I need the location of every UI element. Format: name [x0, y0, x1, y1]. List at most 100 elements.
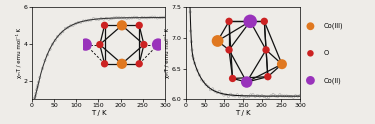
- Point: [190, 55, 196, 57]
- Point: [226, 20, 232, 22]
- Point: [108, 18, 114, 20]
- Point: [70, 24, 76, 26]
- Point: [102, 63, 108, 65]
- Point: [279, 63, 285, 65]
- Point: [60, 31, 66, 33]
- Point: [248, 94, 254, 96]
- Point: [52, 39, 58, 41]
- Point: [159, 16, 165, 18]
- Point: [86, 19, 92, 21]
- Point: [288, 95, 294, 97]
- Point: [241, 96, 247, 98]
- Point: [31, 100, 37, 102]
- Point: [68, 25, 74, 27]
- Point: [45, 54, 51, 56]
- Text: Co(II): Co(II): [323, 77, 341, 84]
- Point: [98, 17, 104, 19]
- Point: [214, 91, 220, 93]
- Point: [281, 95, 287, 97]
- Point: [30, 104, 36, 106]
- Point: [188, 41, 194, 43]
- Point: [261, 20, 267, 22]
- Point: [265, 76, 271, 78]
- Point: [210, 88, 216, 90]
- Point: [239, 94, 245, 96]
- Point: [230, 78, 236, 79]
- Point: [34, 86, 40, 88]
- Y-axis label: χₘT / emu mol⁻¹ K: χₘT / emu mol⁻¹ K: [164, 28, 170, 78]
- Point: [116, 17, 122, 19]
- Point: [129, 17, 135, 19]
- X-axis label: T / K: T / K: [235, 110, 250, 116]
- Point: [292, 95, 298, 97]
- Point: [42, 60, 48, 62]
- Point: [30, 103, 36, 105]
- Point: [96, 18, 102, 20]
- Point: [126, 17, 132, 19]
- Point: [102, 24, 108, 26]
- Point: [62, 27, 68, 29]
- Point: [205, 86, 211, 88]
- Point: [111, 17, 117, 19]
- Point: [73, 23, 79, 25]
- Point: [119, 24, 125, 26]
- Point: [155, 44, 161, 46]
- Point: [136, 24, 142, 26]
- Point: [83, 20, 89, 22]
- Point: [201, 81, 207, 83]
- Point: [268, 95, 274, 97]
- Point: [106, 18, 112, 20]
- Point: [101, 18, 107, 20]
- Point: [33, 92, 39, 94]
- Point: [259, 95, 265, 97]
- Point: [32, 97, 38, 99]
- Point: [207, 89, 213, 91]
- Point: [144, 17, 150, 19]
- Point: [93, 18, 99, 20]
- Point: [103, 17, 109, 19]
- Point: [141, 44, 147, 46]
- Point: [279, 95, 285, 97]
- Point: [219, 93, 225, 94]
- Point: [277, 94, 283, 96]
- Y-axis label: χₘT / emu mol⁻¹ K: χₘT / emu mol⁻¹ K: [16, 28, 22, 78]
- Point: [286, 95, 292, 97]
- Point: [90, 18, 96, 20]
- Point: [263, 96, 269, 98]
- Point: [261, 96, 267, 98]
- Point: [82, 44, 88, 46]
- Point: [198, 79, 204, 81]
- Point: [297, 94, 303, 96]
- Point: [237, 96, 243, 98]
- Point: [243, 95, 249, 97]
- Point: [308, 79, 314, 81]
- Point: [194, 69, 200, 71]
- Point: [214, 40, 220, 42]
- Point: [308, 25, 314, 27]
- Point: [118, 17, 124, 19]
- Point: [187, 11, 193, 13]
- Point: [75, 22, 81, 24]
- Point: [80, 20, 86, 22]
- Point: [35, 84, 41, 86]
- Point: [290, 96, 296, 98]
- Point: [244, 81, 250, 83]
- Point: [223, 94, 229, 96]
- Point: [97, 44, 103, 46]
- Point: [225, 95, 231, 97]
- Point: [157, 17, 163, 19]
- Point: [308, 52, 314, 54]
- Point: [272, 95, 278, 97]
- Text: O: O: [323, 50, 328, 56]
- Point: [131, 16, 137, 18]
- Point: [139, 16, 145, 18]
- Point: [190, 58, 196, 60]
- Point: [149, 16, 155, 18]
- Point: [119, 63, 125, 65]
- Point: [65, 26, 71, 28]
- Point: [295, 95, 301, 97]
- Point: [232, 95, 238, 97]
- Point: [152, 16, 158, 18]
- Point: [216, 90, 222, 92]
- Point: [114, 17, 120, 19]
